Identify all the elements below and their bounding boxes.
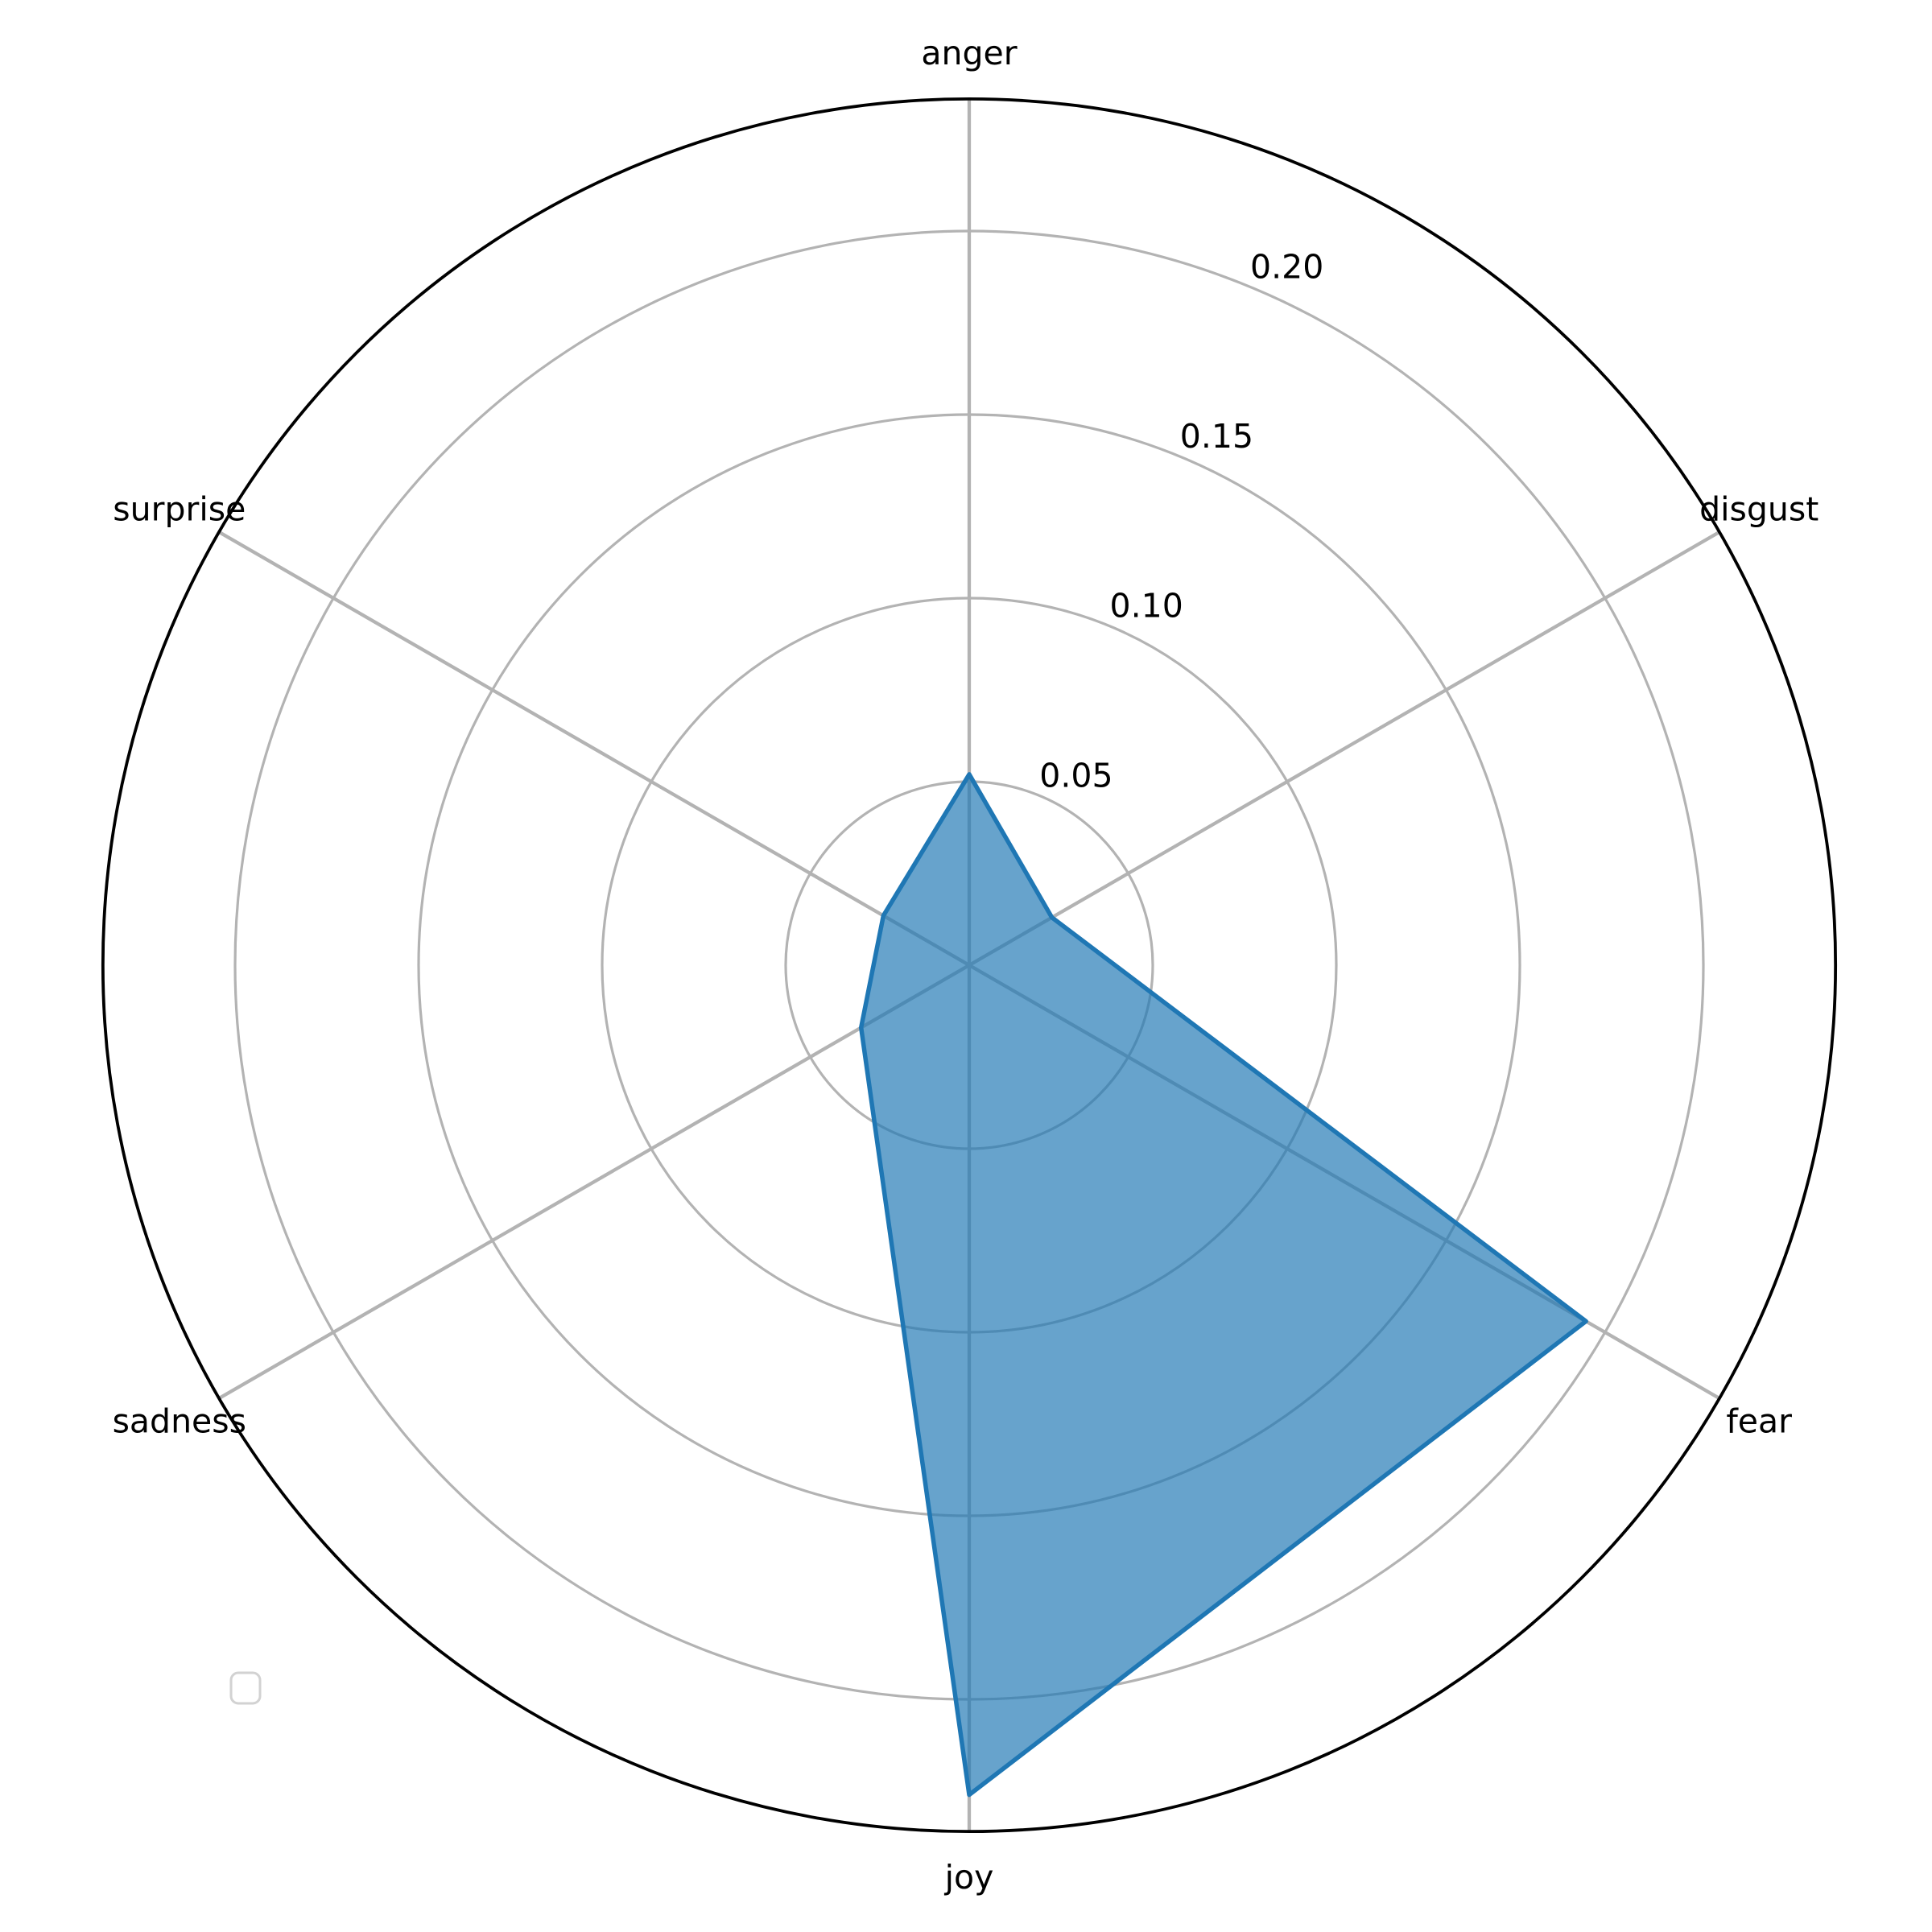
category-label-sadness: sadness bbox=[113, 1402, 246, 1441]
legend-box bbox=[229, 1671, 262, 1705]
category-label-fear: fear bbox=[1726, 1402, 1792, 1441]
category-label-anger: anger bbox=[921, 34, 1017, 72]
category-label-disgust: disgust bbox=[1699, 490, 1818, 529]
spoke-sadness bbox=[217, 964, 971, 1400]
category-label-surprise: surprise bbox=[113, 490, 246, 529]
outer-circle bbox=[101, 97, 1838, 1834]
radial-tick-label-0.05: 0.05 bbox=[1039, 756, 1113, 795]
radial-tick-label-0.20: 0.20 bbox=[1250, 247, 1323, 286]
spoke-surprise bbox=[217, 530, 971, 967]
spoke-disgust bbox=[968, 530, 1721, 967]
category-label-joy: joy bbox=[944, 1858, 994, 1897]
radial-tick-label-0.15: 0.15 bbox=[1180, 417, 1253, 456]
radial-tick-label-0.10: 0.10 bbox=[1110, 587, 1183, 625]
series-polygon bbox=[858, 772, 1588, 1798]
